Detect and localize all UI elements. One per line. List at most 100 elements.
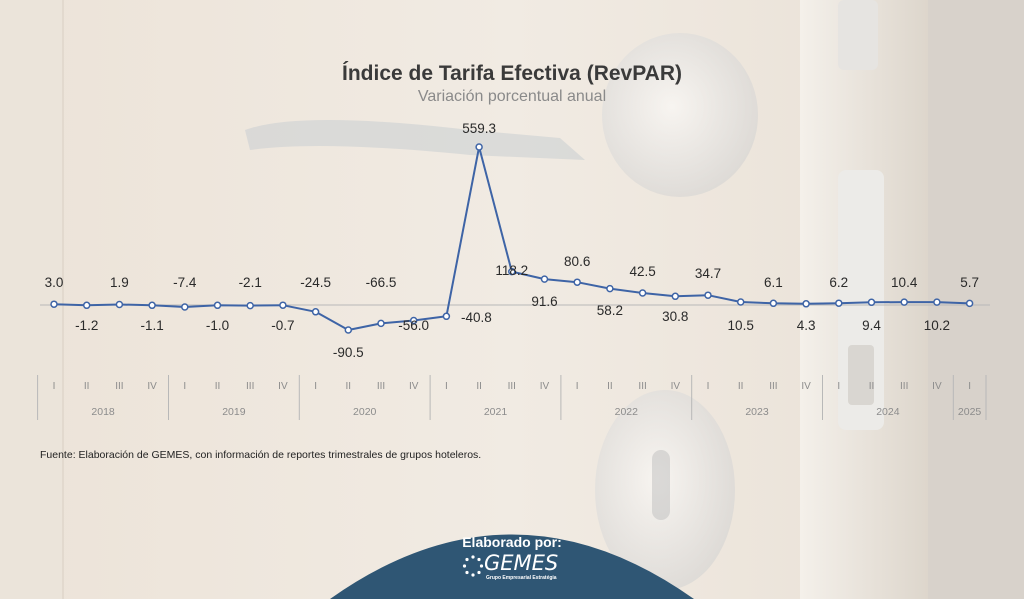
- data-point: [279, 301, 287, 309]
- x-year-label: 2025: [958, 406, 982, 418]
- series-line: [53, 146, 970, 331]
- data-label: 559.3: [462, 121, 496, 136]
- data-point: [377, 319, 385, 328]
- data-point: [181, 303, 189, 311]
- x-tick-label: I: [445, 381, 448, 392]
- logo-wordmark: GEMES: [484, 551, 559, 575]
- data-point: [409, 316, 418, 325]
- x-tick-label: I: [837, 381, 840, 392]
- data-point: [867, 298, 876, 307]
- x-tick-label: II: [607, 381, 613, 392]
- data-label: 10.4: [891, 275, 918, 290]
- x-year-label: 2024: [876, 406, 900, 418]
- data-label: 42.5: [629, 264, 655, 279]
- data-point: [50, 300, 58, 308]
- data-point: [442, 312, 451, 321]
- data-point: [311, 308, 320, 316]
- data-label: 30.8: [662, 309, 688, 324]
- x-year-label: 2021: [484, 406, 508, 418]
- chart-title: Índice de Tarifa Efectiva (RevPAR): [342, 62, 682, 85]
- data-label: -40.8: [461, 310, 492, 325]
- x-tick-label: II: [476, 381, 482, 392]
- x-tick-label: II: [869, 381, 875, 392]
- x-tick-label: III: [246, 381, 254, 392]
- data-label: -2.1: [239, 275, 262, 290]
- data-label: 4.3: [797, 318, 816, 333]
- data-point: [638, 289, 647, 297]
- x-year-label: 2019: [222, 406, 246, 418]
- x-tick-label: I: [576, 381, 579, 392]
- data-point: [802, 300, 810, 308]
- data-label: 9.4: [862, 318, 881, 333]
- x-year-label: 2018: [91, 406, 115, 418]
- data-label: -56.0: [398, 318, 429, 333]
- data-label: -66.5: [366, 275, 397, 290]
- data-label: 6.1: [764, 275, 783, 290]
- data-label: -7.4: [173, 275, 197, 290]
- data-point: [704, 291, 712, 299]
- data-point: [965, 299, 974, 308]
- x-tick-label: III: [508, 381, 516, 392]
- data-point: [736, 298, 745, 306]
- gemes-logo: GEMES Grupo Empresarial Estratégia: [462, 551, 572, 583]
- data-point: [933, 298, 941, 306]
- x-tick-label: IV: [932, 381, 942, 392]
- source-note: Fuente: Elaboración de GEMES, con inform…: [40, 449, 482, 461]
- x-tick-label: IV: [801, 381, 811, 392]
- data-point: [344, 326, 353, 334]
- data-label: 10.5: [728, 318, 754, 333]
- data-label: -1.2: [75, 318, 98, 333]
- data-label: -1.1: [140, 318, 163, 333]
- x-tick-label: III: [377, 381, 385, 392]
- x-year-label: 2022: [615, 406, 639, 418]
- data-label: 58.2: [597, 303, 623, 318]
- data-label: 5.7: [960, 275, 979, 290]
- data-label: 91.6: [531, 294, 557, 309]
- data-label: 80.6: [564, 254, 590, 269]
- x-tick-label: II: [215, 381, 221, 392]
- x-tick-label: III: [769, 381, 777, 392]
- badge-shape: [330, 534, 694, 599]
- x-tick-label: IV: [278, 381, 288, 392]
- data-point: [246, 301, 254, 310]
- x-tick-label: IV: [540, 381, 550, 392]
- data-point: [835, 299, 843, 307]
- x-year-label: 2020: [353, 406, 377, 418]
- data-label: 10.2: [924, 318, 950, 333]
- x-tick-label: IV: [409, 381, 419, 392]
- data-label: -0.7: [271, 318, 294, 333]
- data-label: -90.5: [333, 345, 364, 360]
- data-point: [115, 300, 124, 309]
- data-point: [82, 301, 91, 310]
- data-label: 34.7: [695, 266, 721, 281]
- x-tick-label: III: [115, 381, 123, 392]
- x-tick-label: IV: [671, 381, 681, 392]
- data-point: [671, 292, 680, 301]
- data-point: [573, 278, 581, 286]
- x-tick-label: II: [346, 381, 352, 392]
- x-tick-label: III: [900, 381, 908, 392]
- x-tick-label: II: [84, 381, 90, 392]
- data-point: [508, 267, 516, 276]
- x-tick-label: I: [314, 381, 317, 392]
- data-label: 6.2: [829, 275, 848, 290]
- x-tick-label: III: [638, 381, 646, 392]
- data-point: [213, 301, 222, 310]
- data-point: [540, 275, 549, 283]
- data-label: 3.0: [45, 275, 64, 290]
- x-year-label: 2023: [745, 406, 769, 418]
- badge-label: Elaborado por:: [462, 534, 562, 550]
- x-tick-label: I: [53, 381, 56, 392]
- data-point: [769, 299, 778, 308]
- logo-tagline: Grupo Empresarial Estratégia: [486, 575, 557, 581]
- x-tick-label: I: [968, 381, 971, 392]
- logo-dots-icon: [462, 555, 484, 577]
- data-point: [475, 143, 483, 151]
- data-label: -24.5: [300, 275, 331, 290]
- data-label: 118.2: [495, 263, 528, 278]
- data-label: 1.9: [110, 275, 129, 290]
- data-point: [606, 284, 614, 293]
- data-point: [900, 298, 908, 306]
